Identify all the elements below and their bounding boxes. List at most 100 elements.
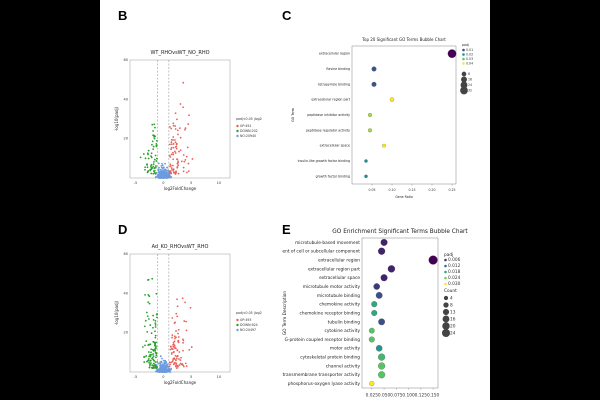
point-down (152, 355, 155, 358)
point-down (154, 326, 157, 328)
point-up (184, 362, 187, 365)
legend-count-value: 16 (468, 78, 472, 82)
legend-count-swatch (442, 315, 450, 323)
point-up (172, 146, 175, 149)
point-down (155, 356, 157, 359)
point-no (164, 162, 166, 165)
point-down (155, 165, 157, 167)
point-no (163, 367, 166, 370)
bubble (378, 362, 386, 370)
point-down (146, 166, 149, 169)
point-no (165, 369, 168, 372)
point-no (162, 371, 164, 373)
legend-swatch (236, 318, 239, 322)
legend-padj-swatch (462, 57, 465, 61)
point-down (139, 156, 142, 159)
point-up (172, 153, 175, 156)
point-up (171, 168, 173, 171)
point-up (182, 170, 185, 173)
point-down (148, 302, 151, 305)
point-up (172, 158, 175, 161)
point-up (173, 344, 176, 347)
point-down (144, 319, 147, 322)
point-down (152, 165, 155, 168)
point-down (151, 277, 154, 280)
legend-padj-value: 0.024 (448, 275, 461, 281)
point-down (153, 160, 155, 163)
x-axis-label: Gene Ratio (395, 195, 413, 199)
bubble (371, 81, 377, 87)
legend-count-swatch (442, 322, 450, 330)
point-up (172, 363, 175, 366)
legend-padj-swatch (444, 270, 447, 274)
point-up (184, 128, 186, 131)
point-up (182, 338, 184, 341)
legend-count-value: 24 (450, 330, 456, 336)
point-up (179, 149, 182, 152)
point-up (172, 344, 175, 346)
point-up (171, 360, 174, 363)
term-label: cytokine activity (325, 328, 361, 334)
volcano-chart-b: WT_RHOvsWT_NO_RHO -5 0 5 10 20 40 60 log2FoldCha… (114, 50, 262, 191)
x-tick-label: 0.100 (402, 392, 415, 398)
point-up (170, 172, 173, 175)
point-up (187, 123, 190, 126)
x-tick-label: 5 (190, 375, 192, 379)
point-up (176, 364, 179, 367)
point-up (169, 363, 172, 366)
x-tick-label: 0.050 (378, 392, 391, 398)
point-down (153, 158, 156, 161)
point-down (153, 348, 156, 351)
point-down (149, 354, 151, 356)
point-up (174, 141, 177, 144)
legend-padj-swatch (444, 264, 447, 268)
point-no (164, 172, 166, 174)
x-tick-label: 0.05 (368, 188, 375, 192)
legend-padj-swatch (444, 276, 447, 280)
point-down (154, 126, 156, 129)
legend-count-value: 16 (450, 316, 456, 322)
x-tick-label: 10 (217, 181, 221, 185)
point-no (162, 172, 165, 175)
y-tick-label: 20 (124, 137, 128, 141)
point-no (164, 176, 166, 179)
point-down (143, 356, 145, 358)
point-down (153, 171, 156, 174)
point-no (166, 370, 169, 373)
point-down (151, 143, 153, 146)
point-no (162, 369, 165, 372)
term-label: tetrapyrrole binding (318, 82, 350, 86)
point-up (175, 170, 177, 173)
point-down (150, 163, 153, 166)
point-up (182, 81, 185, 84)
point-up (188, 114, 190, 117)
point-down (144, 166, 147, 169)
point-down (153, 137, 156, 140)
point-no (159, 362, 162, 365)
x-tick-label: 0.075 (390, 392, 403, 398)
point-down (145, 355, 148, 357)
point-down (155, 139, 158, 142)
point-down (148, 361, 150, 364)
point-up (175, 171, 177, 174)
point-down (151, 356, 154, 359)
point-no (165, 169, 167, 172)
point-up (172, 122, 175, 125)
term-label: extracellular region part (308, 266, 360, 272)
legend-entry: NO:20940 (240, 134, 256, 138)
point-up (170, 352, 173, 354)
point-up (169, 125, 171, 128)
point-down (154, 324, 157, 326)
legend-count-value: 4 (450, 295, 453, 301)
legend-padj-swatch (462, 53, 465, 56)
x-tick-label: 0.20 (428, 188, 435, 192)
plot-frame (129, 253, 231, 373)
point-no (163, 361, 166, 364)
point-up (185, 329, 188, 332)
point-down (145, 311, 148, 314)
y-axis-label: -log10(padj) (114, 300, 119, 325)
panel-letter-d: D (118, 222, 128, 237)
bubble (380, 238, 388, 246)
point-down (144, 344, 146, 347)
point-up (172, 359, 174, 362)
